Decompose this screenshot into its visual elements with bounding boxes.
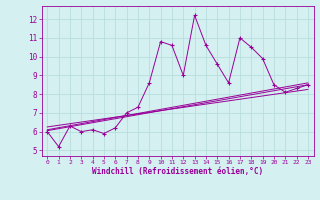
X-axis label: Windchill (Refroidissement éolien,°C): Windchill (Refroidissement éolien,°C) (92, 167, 263, 176)
